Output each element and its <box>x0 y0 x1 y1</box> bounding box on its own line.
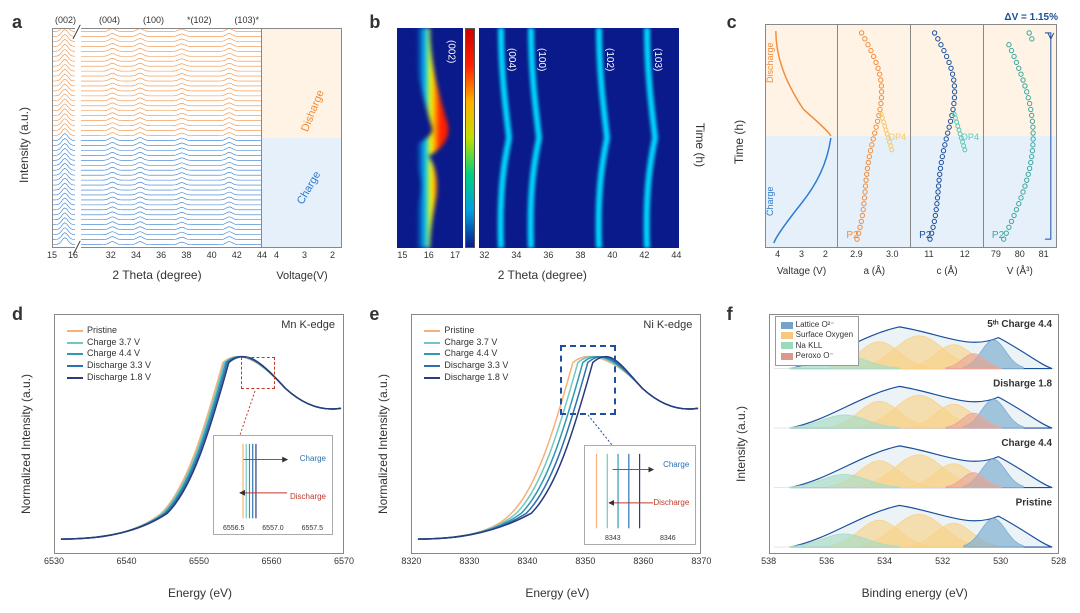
panel-d-ylabel: Normalized Intensity (a.u.) <box>19 374 33 514</box>
svg-text:Pristine: Pristine <box>1015 497 1052 508</box>
svg-text:5ᵗʰ Charge 4.4: 5ᵗʰ Charge 4.4 <box>987 319 1052 330</box>
d-inset-chg: Charge <box>300 454 326 463</box>
panel-d-title: Mn K-edge <box>281 319 335 331</box>
panel-a: a (002) (004) (100) *(102) (103)* ╱ ╱ <box>10 10 355 290</box>
d-inset-t1: 6557.0 <box>262 525 283 532</box>
panel-d: d Mn K-edge 6556.5 6557.0 6557.5 Charge … <box>10 302 355 602</box>
svg-text:(004): (004) <box>506 48 517 71</box>
svg-text:Disharge 1.8: Disharge 1.8 <box>993 378 1052 389</box>
panel-a-xlabel: 2 Theta (degree) <box>112 268 201 282</box>
hkl-004: (004) <box>99 15 120 25</box>
panel-e-title: Ni K-edge <box>643 319 692 331</box>
panel-b: b (002) (004)(100)(102)(103) 151617 <box>367 10 712 290</box>
e-inset-chg: Charge <box>663 460 689 469</box>
panel-e-inset: 8343 8346 Charge Discharge <box>584 445 696 545</box>
panel-d-label: d <box>12 304 23 325</box>
panel-e-label: e <box>369 304 379 325</box>
panel-e: e Ni K-edge 8343 8346 Charge Discharge P… <box>367 302 712 602</box>
panel-a-xrd-svg <box>53 29 261 247</box>
e-inset-t1: 8346 <box>660 535 676 542</box>
svg-text:(102): (102) <box>604 48 615 71</box>
panel-f-legend: Lattice O²⁻Surface OxygenNa KLLPeroxo O⁻ <box>775 316 859 366</box>
panel-e-xlabel: Energy (eV) <box>525 586 589 600</box>
panel-b-colorbar <box>465 28 475 248</box>
panel-c-label: c <box>727 12 737 33</box>
hkl-103: (103)* <box>234 15 259 25</box>
svg-text:(100): (100) <box>536 48 547 71</box>
panel-a-vlabel: Voltage(V) <box>276 270 327 282</box>
panel-a-voltage-plot: Disharge Charge <box>262 28 342 248</box>
d-inset-dis: Discharge <box>290 492 326 501</box>
panel-b-xlabel: 2 Theta (degree) <box>498 268 587 282</box>
panel-d-inset: 6556.5 6557.0 6557.5 Charge Discharge <box>213 435 333 535</box>
e-inset-t0: 8343 <box>605 535 621 542</box>
panel-c: c 432Valtage (V)DischargeCharge2.93.0a (… <box>725 10 1070 290</box>
panel-a-label: a <box>12 12 22 33</box>
d-inset-t2: 6557.5 <box>302 525 323 532</box>
svg-text:Charge 4.4: Charge 4.4 <box>1001 438 1052 449</box>
panel-e-legend: PristineCharge 3.7 VCharge 4.4 VDischarg… <box>419 322 513 386</box>
panel-f-label: f <box>727 304 733 325</box>
panel-f: f 5ᵗʰ Charge 4.4 Disharge 1.8 Charge 4.4 Pr… <box>725 302 1070 602</box>
panel-c-deltaV: ΔV = 1.15% <box>1004 12 1058 23</box>
svg-text:(103): (103) <box>652 48 663 71</box>
panel-b-ylabel: Time (h) <box>694 123 708 167</box>
panel-b-hm1: (002) <box>397 28 463 248</box>
panel-e-ylabel: Normalized Intensity (a.u.) <box>376 374 390 514</box>
e-inset-dis: Discharge <box>653 498 689 507</box>
hkl-102: *(102) <box>187 15 212 25</box>
panel-b-label: b <box>369 12 380 33</box>
d-inset-t0: 6556.5 <box>223 525 244 532</box>
panel-d-legend: PristineCharge 3.7 VCharge 4.4 VDischarg… <box>62 322 156 386</box>
hm-002: (002) <box>445 40 456 63</box>
panel-a-xrd-plot: (002) (004) (100) *(102) (103)* ╱ ╱ <box>52 28 262 248</box>
panel-d-xlabel: Energy (eV) <box>168 586 232 600</box>
panel-f-xlabel: Binding energy (eV) <box>862 586 968 600</box>
hkl-100: (100) <box>143 15 164 25</box>
panel-a-ylabel: Intensity (a.u.) <box>17 107 31 183</box>
hkl-002: (002) <box>55 15 76 25</box>
panel-c-ylabel: Time (h) <box>732 120 746 164</box>
panel-b-hm2: (004) (100) (102) (103) <box>479 28 679 248</box>
panel-f-ylabel: Intensity (a.u.) <box>734 406 748 482</box>
